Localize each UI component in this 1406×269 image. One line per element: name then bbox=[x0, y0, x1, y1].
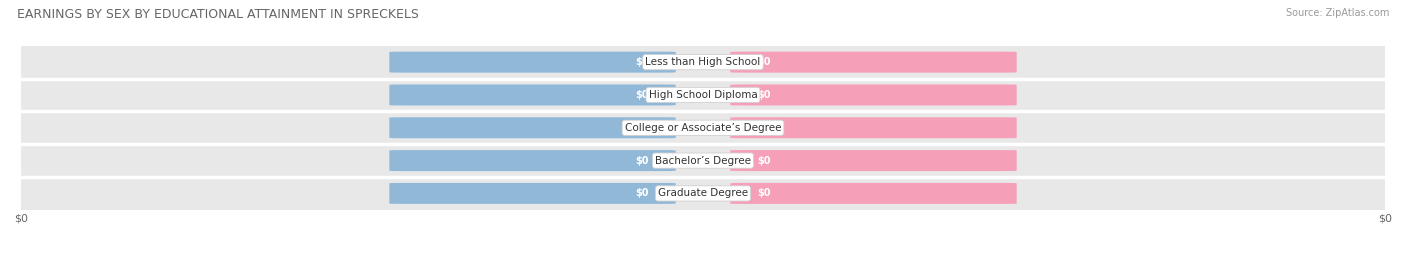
FancyBboxPatch shape bbox=[389, 84, 676, 105]
Text: College or Associate’s Degree: College or Associate’s Degree bbox=[624, 123, 782, 133]
FancyBboxPatch shape bbox=[389, 52, 676, 73]
FancyBboxPatch shape bbox=[389, 183, 676, 204]
Bar bbox=[21, 177, 1385, 210]
Text: Bachelor’s Degree: Bachelor’s Degree bbox=[655, 155, 751, 166]
Text: $0: $0 bbox=[758, 57, 770, 67]
Text: $0: $0 bbox=[636, 90, 648, 100]
Text: $0: $0 bbox=[636, 188, 648, 199]
Text: $0: $0 bbox=[758, 90, 770, 100]
Text: Graduate Degree: Graduate Degree bbox=[658, 188, 748, 199]
Text: Source: ZipAtlas.com: Source: ZipAtlas.com bbox=[1285, 8, 1389, 18]
Text: $0: $0 bbox=[636, 57, 648, 67]
FancyBboxPatch shape bbox=[730, 84, 1017, 105]
Text: $0: $0 bbox=[636, 155, 648, 166]
Text: Less than High School: Less than High School bbox=[645, 57, 761, 67]
FancyBboxPatch shape bbox=[389, 117, 676, 138]
Text: High School Diploma: High School Diploma bbox=[648, 90, 758, 100]
Bar bbox=[21, 111, 1385, 144]
Text: $0: $0 bbox=[758, 188, 770, 199]
FancyBboxPatch shape bbox=[730, 52, 1017, 73]
Bar bbox=[21, 46, 1385, 79]
Text: $0: $0 bbox=[758, 155, 770, 166]
Text: EARNINGS BY SEX BY EDUCATIONAL ATTAINMENT IN SPRECKELS: EARNINGS BY SEX BY EDUCATIONAL ATTAINMEN… bbox=[17, 8, 419, 21]
FancyBboxPatch shape bbox=[730, 117, 1017, 138]
Text: $0: $0 bbox=[636, 123, 648, 133]
FancyBboxPatch shape bbox=[389, 150, 676, 171]
Text: $0: $0 bbox=[758, 123, 770, 133]
FancyBboxPatch shape bbox=[730, 150, 1017, 171]
FancyBboxPatch shape bbox=[730, 183, 1017, 204]
Bar bbox=[21, 144, 1385, 177]
Bar bbox=[21, 79, 1385, 111]
